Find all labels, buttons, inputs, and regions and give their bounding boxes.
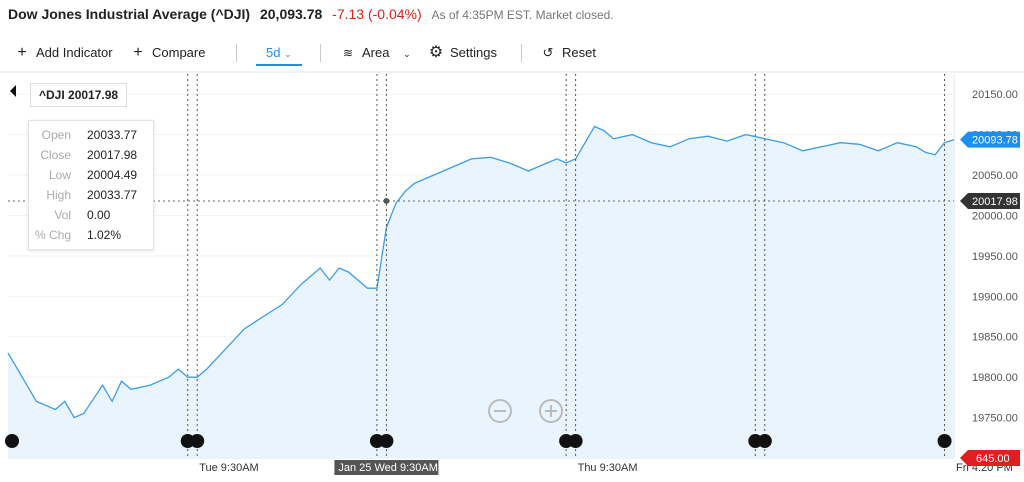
crosshair-price-tag [960, 192, 1020, 209]
event-marker-icon [568, 434, 583, 448]
reset-button[interactable]: ↺ Reset [540, 42, 596, 64]
x-tick-label: Jan 25 Wed 9:30AM [338, 462, 437, 474]
scroll-left-icon [10, 85, 16, 97]
zoom-out-icon [488, 399, 512, 423]
chart-type-button[interactable]: ≋ Area ⌄ [340, 42, 411, 64]
toolbar-divider [320, 44, 321, 62]
y-tick-label: 20000.00 [972, 210, 1018, 222]
tooltip-row-high: High 20033.77 [46, 188, 138, 202]
settings-button[interactable]: ⚙ Settings [428, 42, 497, 64]
volume-tag-label: 645.00 [976, 453, 1010, 465]
x-tick-label: Tue 9:30AM [199, 462, 259, 474]
range-label: 5d [266, 45, 281, 60]
reset-icon: ↺ [542, 45, 554, 60]
event-marker-icon [190, 434, 205, 448]
market-status: As of 4:35PM EST. Market closed. [431, 8, 614, 22]
y-tick-label: 19800.00 [972, 372, 1018, 384]
range-selector[interactable]: 5d ⌄ [256, 42, 302, 66]
crosshair-price-tag-label: 20017.98 [972, 196, 1018, 208]
price-area [8, 126, 954, 458]
last-price-tag-label: 20093.78 [972, 135, 1018, 147]
chart-toolbar: + Add Indicator + Compare 5d ⌄ ≋ Area ⌄ ⚙ Se… [0, 36, 1024, 72]
quote-header: Dow Jones Industrial Average (^DJI) 20,0… [8, 6, 614, 26]
chevron-down-icon: ⌄ [403, 49, 411, 59]
chevron-down-icon: ⌄ [284, 49, 292, 59]
tooltip-row-low: Low 20004.49 [48, 168, 138, 182]
y-tick-label: 20150.00 [972, 89, 1018, 101]
volume-tag [960, 450, 1020, 466]
add-indicator-label: Add Indicator [36, 45, 113, 60]
price-line [7, 125, 955, 419]
last-price-tag [960, 131, 1020, 148]
x-tick-label: Thu 9:30AM [578, 462, 638, 474]
y-tick-label: 19850.00 [972, 332, 1018, 344]
reset-label: Reset [562, 45, 596, 60]
zoom-in-icon [539, 399, 563, 423]
last-price: 20,093.78 [259, 6, 323, 22]
tooltip-row-open: Open 20033.77 [41, 128, 138, 142]
toolbar-divider [236, 44, 237, 62]
y-tick-label: 19900.00 [972, 291, 1018, 303]
event-marker-icon [379, 434, 394, 448]
plus-icon: + [133, 44, 143, 61]
price-change: -7.13 (-0.04%) [332, 6, 422, 22]
tooltip-row-vol: Vol 0.00 [54, 208, 111, 222]
compare-label: Compare [152, 45, 206, 60]
toolbar-divider [521, 44, 522, 62]
add-indicator-button[interactable]: + Add Indicator [14, 42, 113, 64]
area-chart-icon: ≋ [342, 46, 354, 60]
symbol-name: Dow Jones Industrial Average (^DJI) [8, 6, 251, 22]
compare-button[interactable]: + Compare [130, 42, 205, 64]
event-marker-icon [5, 434, 19, 448]
y-tick-label: 19750.00 [972, 413, 1018, 425]
x-tick-highlight [334, 460, 439, 475]
tooltip-row-close: Close 20017.98 [40, 148, 138, 162]
ohlc-tooltip: Open 20033.77 Close 20017.98 Low 20004.49 H… [28, 120, 154, 250]
tooltip-row-pct-chg: % Chg 1.02% [34, 228, 122, 242]
chart-type-label: Area [362, 45, 390, 60]
y-tick-label: 19950.00 [972, 251, 1018, 263]
crosshair-label: ^DJI 20017.98 [30, 83, 128, 107]
settings-label: Settings [450, 45, 497, 60]
gear-icon: ⚙ [428, 44, 444, 61]
event-marker-icon [757, 434, 772, 448]
crosshair-dot [383, 197, 390, 204]
plus-icon: + [17, 44, 27, 61]
y-tick-label: 20050.00 [972, 170, 1018, 182]
event-marker-icon [937, 434, 952, 448]
